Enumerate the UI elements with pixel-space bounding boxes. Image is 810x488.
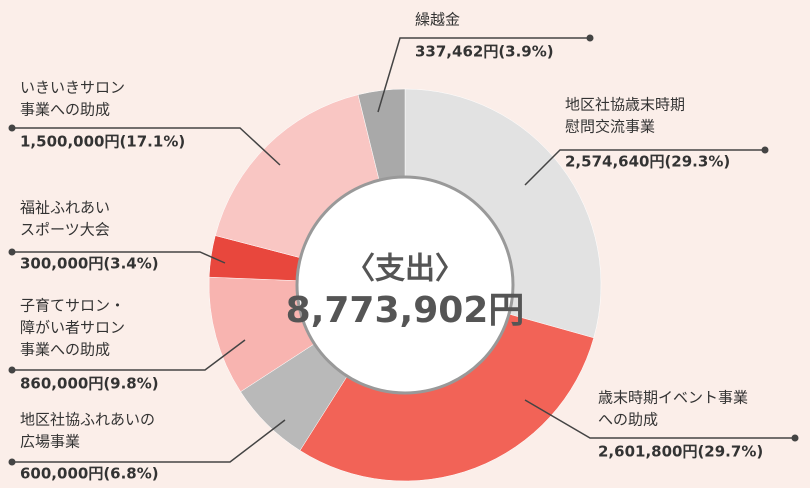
category-label: 地区社協ふれあいの (20, 411, 155, 429)
category-label: 福祉ふれあい (20, 199, 110, 217)
category-label: 子育てサロン・ (20, 297, 125, 315)
leader-line (12, 127, 281, 166)
value-label: 2,574,640円(29.3%) (565, 153, 730, 171)
category-label: 障がい者サロン (20, 319, 125, 337)
chart-title: 〈支出〉 (345, 252, 465, 287)
value-label: 300,000円(3.4%) (20, 255, 159, 273)
value-label: 860,000円(9.8%) (20, 375, 159, 393)
category-label: 事業への助成 (20, 341, 110, 359)
leader-line (524, 399, 795, 439)
leader-dot (8, 366, 16, 374)
value-label: 600,000円(6.8%) (20, 465, 159, 483)
donut (208, 88, 602, 482)
category-label: 慰問交流事業 (565, 118, 655, 136)
value-label: 337,462円(3.9%) (415, 43, 554, 61)
category-label: 広場事業 (20, 433, 80, 451)
category-label: いきいきサロン (20, 79, 125, 97)
leader-dot (761, 146, 769, 154)
leader-dot (791, 434, 799, 442)
category-label: 繰越金 (415, 11, 460, 29)
leader-dot (8, 124, 16, 132)
category-label: への助成 (598, 411, 658, 429)
category-label: 歳末時期イベント事業 (598, 389, 748, 407)
category-label: 事業への助成 (20, 101, 110, 119)
leader-line (12, 251, 226, 264)
leader-dot (8, 248, 16, 256)
leader-line (12, 339, 246, 371)
total-label: 8,773,902円 (286, 290, 525, 331)
leader-line (12, 419, 286, 463)
leader-line (377, 37, 590, 113)
category-label: 地区社協歳末時期 (565, 96, 685, 114)
leader-dot (8, 458, 16, 466)
value-label: 1,500,000円(17.1%) (20, 133, 185, 151)
leader-line (524, 149, 765, 186)
category-label: スポーツ大会 (20, 221, 110, 239)
inner-circle (295, 175, 515, 395)
leader-dot (586, 34, 594, 42)
value-label: 2,601,800円(29.7%) (598, 443, 763, 461)
